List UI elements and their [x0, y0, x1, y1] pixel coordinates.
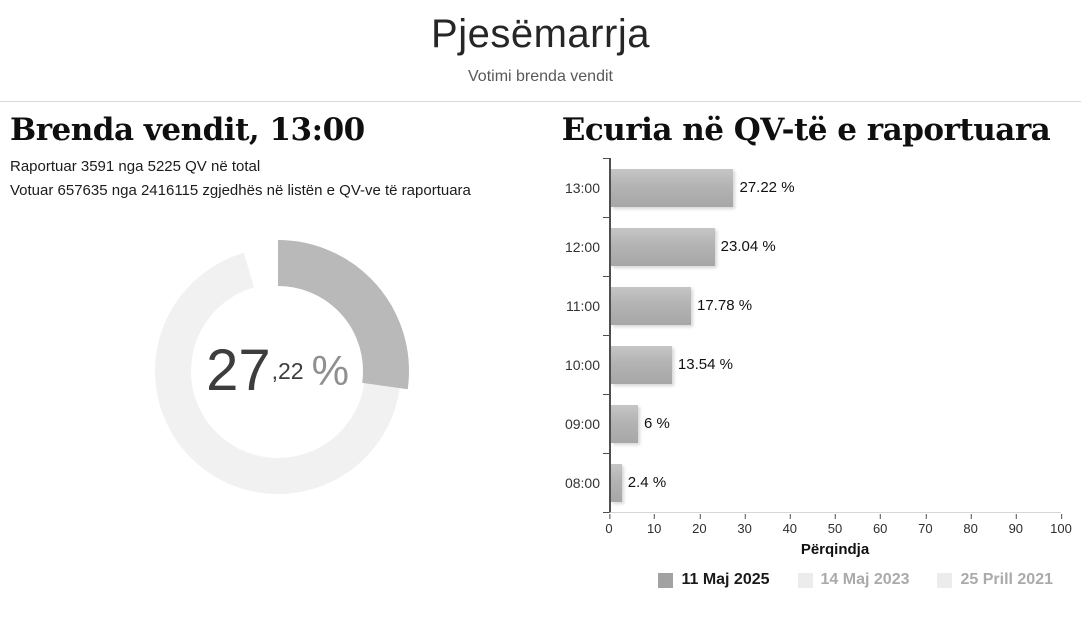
bar-value-label: 6 % [644, 415, 670, 432]
x-axis-tick-label: 40 [782, 514, 798, 536]
y-axis-tick [603, 276, 609, 277]
x-axis-title: Përqindja [800, 541, 870, 558]
page-title: Pjesëmarrja [431, 12, 650, 56]
hourly-turnout-bar-chart: 13:00 12:00 11:00 10:00 09:00 08:00 27.22 % 23… [551, 158, 1072, 558]
bar-row: 13.54 % [611, 335, 1061, 394]
y-axis-labels: 13:00 12:00 11:00 10:00 09:00 08:00 [551, 158, 609, 513]
donut-percent-integer: 27 [206, 338, 271, 403]
y-axis-tick [603, 158, 609, 159]
voters-count-text: Votuar 657635 nga 2416115 zgjedhës në li… [10, 182, 471, 199]
x-axis-tick-label: 80 [963, 514, 978, 536]
turnout-summary-section: Brenda vendit, 13:00 Raportuar 3591 nga … [0, 102, 545, 589]
bar-row: 2.4 % [611, 453, 1061, 512]
legend-label: 11 Maj 2025 [681, 571, 770, 588]
bar-value-label: 13.54 % [677, 356, 733, 373]
x-axis-tick-label: 20 [692, 514, 707, 536]
page-header: Pjesëmarrja Votimi brenda vendit [0, 0, 1081, 86]
legend-swatch-icon [797, 572, 813, 588]
bar[interactable] [611, 227, 715, 266]
bar-row: 27.22 % [611, 158, 1061, 217]
donut-center-value: 27,22% [128, 221, 428, 521]
header-divider [0, 101, 1081, 102]
bar[interactable] [611, 404, 638, 443]
bar-row: 23.04 % [611, 217, 1061, 276]
x-axis-tick-label: 30 [737, 514, 752, 536]
donut-value-arc[interactable] [146, 240, 409, 502]
bar-value-label: 27.22 % [739, 179, 795, 196]
y-axis-tick [603, 335, 609, 336]
legend-swatch-icon [937, 572, 953, 588]
legend-item[interactable]: 11 Maj 2025 [658, 571, 770, 589]
x-axis-tick-label: 70 [918, 514, 933, 536]
x-axis-tick-label: 60 [872, 514, 888, 536]
bar-category-label: 12:00 [564, 238, 600, 255]
main-content: Brenda vendit, 13:00 Raportuar 3591 nga … [0, 102, 1081, 589]
chart-legend: 11 Maj 2025 14 Maj 2023 25 Prill 2021 [551, 571, 1061, 589]
y-axis-tick [603, 394, 609, 395]
legend-swatch-icon [658, 572, 674, 588]
donut-percent-decimal: ,22 [271, 357, 304, 384]
x-axis-tick-label: 10 [646, 514, 662, 536]
x-axis-tick-label: 0 [605, 514, 613, 536]
y-axis-tick [603, 217, 609, 218]
bar-row: 6 % [611, 394, 1061, 453]
donut-svg [146, 240, 409, 502]
bar-plot-area: 27.22 % 23.04 % 17.78 % 13.54 % 6 % 2.4 % [603, 158, 1061, 513]
y-axis-tick [603, 512, 609, 513]
bar[interactable] [611, 463, 622, 502]
bar[interactable] [611, 286, 691, 325]
reported-stations-text: Raportuar 3591 nga 5225 QV në total [10, 158, 261, 175]
y-axis-tick [603, 453, 609, 454]
turnout-donut-chart: 27,22% [128, 221, 428, 521]
legend-item[interactable]: 14 Maj 2023 [797, 571, 910, 589]
legend-item[interactable]: 25 Prill 2021 [937, 571, 1053, 589]
bar-row: 17.78 % [611, 276, 1061, 335]
bar[interactable] [611, 168, 734, 207]
x-axis: 0 10 20 30 40 50 60 70 80 90 100 [605, 513, 1072, 540]
bar-category-label: 09:00 [564, 415, 600, 432]
bar-value-label: 23.04 % [720, 238, 776, 255]
bar-category-label: 13:00 [564, 179, 600, 196]
bar-category-label: 11:00 [566, 297, 600, 314]
hourly-progress-section: Ecuria në QV-të e raportuara 13:00 12:00 1… [545, 102, 1081, 589]
turnout-summary-heading: Brenda vendit, 13:00 [10, 112, 365, 148]
hourly-progress-heading: Ecuria në QV-të e raportuara [561, 112, 1051, 148]
legend-label: 14 Maj 2023 [820, 571, 910, 588]
bar-category-label: 08:00 [564, 474, 600, 491]
bar-category-label: 10:00 [564, 356, 600, 373]
page-subtitle: Votimi brenda vendit [468, 68, 613, 85]
legend-label: 25 Prill 2021 [960, 571, 1053, 588]
bar[interactable] [611, 345, 672, 384]
x-axis-tick-label: 50 [827, 514, 843, 536]
bar-value-label: 17.78 % [697, 297, 753, 314]
bar-value-label: 2.4 % [627, 474, 667, 491]
x-axis-tick-label: 90 [1008, 514, 1024, 536]
x-axis-tick-label: 100 [1050, 514, 1072, 536]
donut-percent-sign: % [311, 347, 349, 394]
